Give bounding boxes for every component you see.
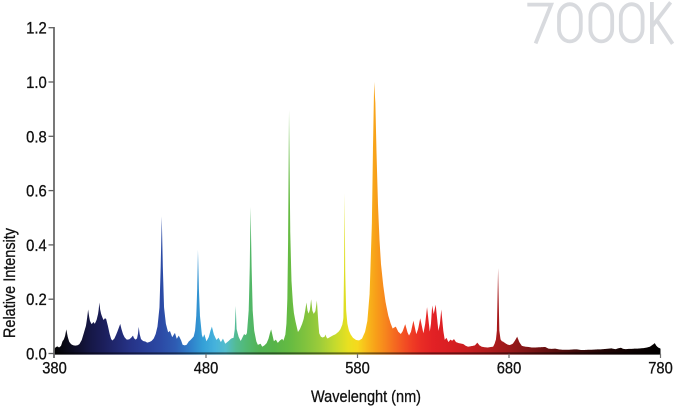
svg-text:380: 380: [42, 358, 67, 377]
svg-text:780: 780: [648, 358, 673, 377]
svg-text:0.8: 0.8: [26, 127, 47, 146]
svg-text:680: 680: [497, 358, 522, 377]
svg-text:580: 580: [345, 358, 370, 377]
svg-text:0.6: 0.6: [26, 182, 47, 201]
svg-text:1.0: 1.0: [26, 73, 47, 92]
svg-text:0.0: 0.0: [26, 345, 47, 364]
svg-text:0.4: 0.4: [26, 236, 47, 255]
svg-text:480: 480: [194, 358, 219, 377]
svg-text:1.2: 1.2: [26, 19, 47, 38]
svg-text:0.2: 0.2: [26, 290, 47, 309]
svg-text:Wavelenght (nm): Wavelenght (nm): [311, 387, 421, 406]
svg-text:Relative Intensity: Relative Intensity: [0, 227, 19, 338]
